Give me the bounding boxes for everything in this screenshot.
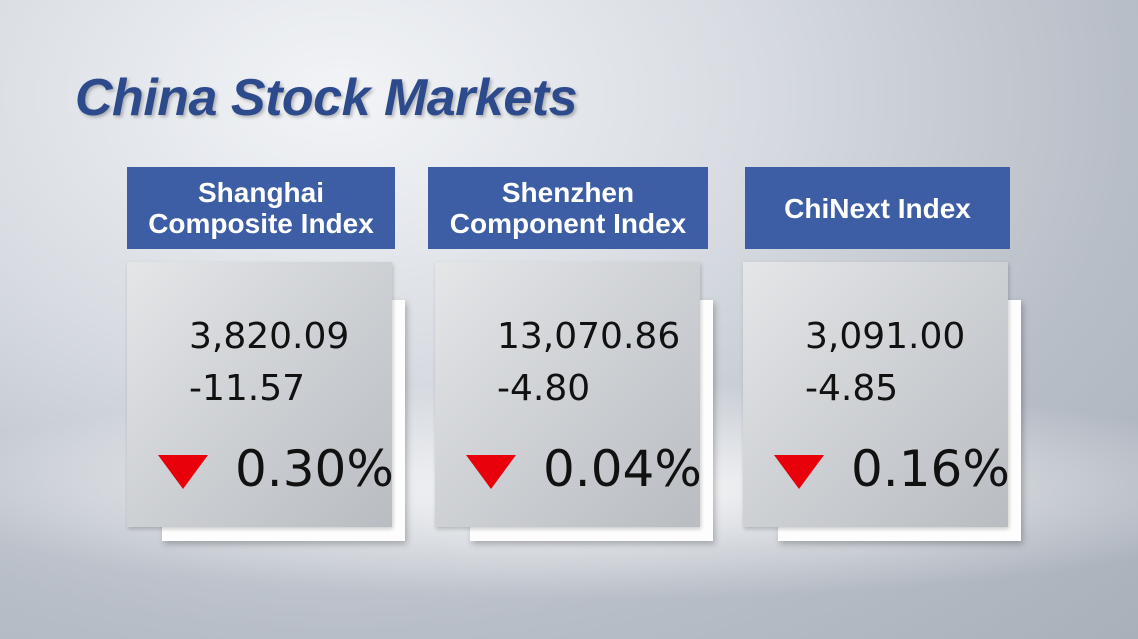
index-name: Component Index: [449, 208, 687, 239]
index-change: -11.57: [189, 368, 306, 409]
index-card: 3,091.00 -4.85 0.16%: [743, 262, 1010, 527]
index-name: Shenzhen: [501, 177, 635, 208]
index-change: -4.85: [805, 368, 899, 409]
title: China Stock Markets: [75, 69, 578, 127]
index-change: -4.80: [497, 368, 591, 409]
index-level: 13,070.86: [497, 316, 681, 357]
down-triangle: [466, 455, 516, 489]
index-card: 3,820.09 -11.57 0.30%: [127, 262, 394, 527]
down-triangle: [774, 455, 824, 489]
index-header: Shenzhen Component Index: [428, 167, 708, 249]
down-arrow: [774, 455, 824, 489]
down-arrow: [158, 455, 208, 489]
index-header: ChiNext Index: [745, 167, 1010, 249]
index-name: Shanghai: [197, 177, 324, 208]
index-header: Shanghai Composite Index: [127, 167, 395, 249]
index-percent: 0.16%: [851, 440, 1010, 498]
down-arrow: [466, 455, 516, 489]
index-name: ChiNext Index: [784, 192, 971, 224]
index-percent: 0.04%: [543, 440, 702, 498]
index-level: 3,820.09: [189, 316, 350, 357]
index-name: Composite Index: [148, 208, 374, 239]
index-percent: 0.30%: [235, 440, 394, 498]
index-card: 13,070.86 -4.80 0.04%: [435, 262, 702, 527]
down-triangle: [158, 455, 208, 489]
index-level: 3,091.00: [805, 316, 966, 357]
